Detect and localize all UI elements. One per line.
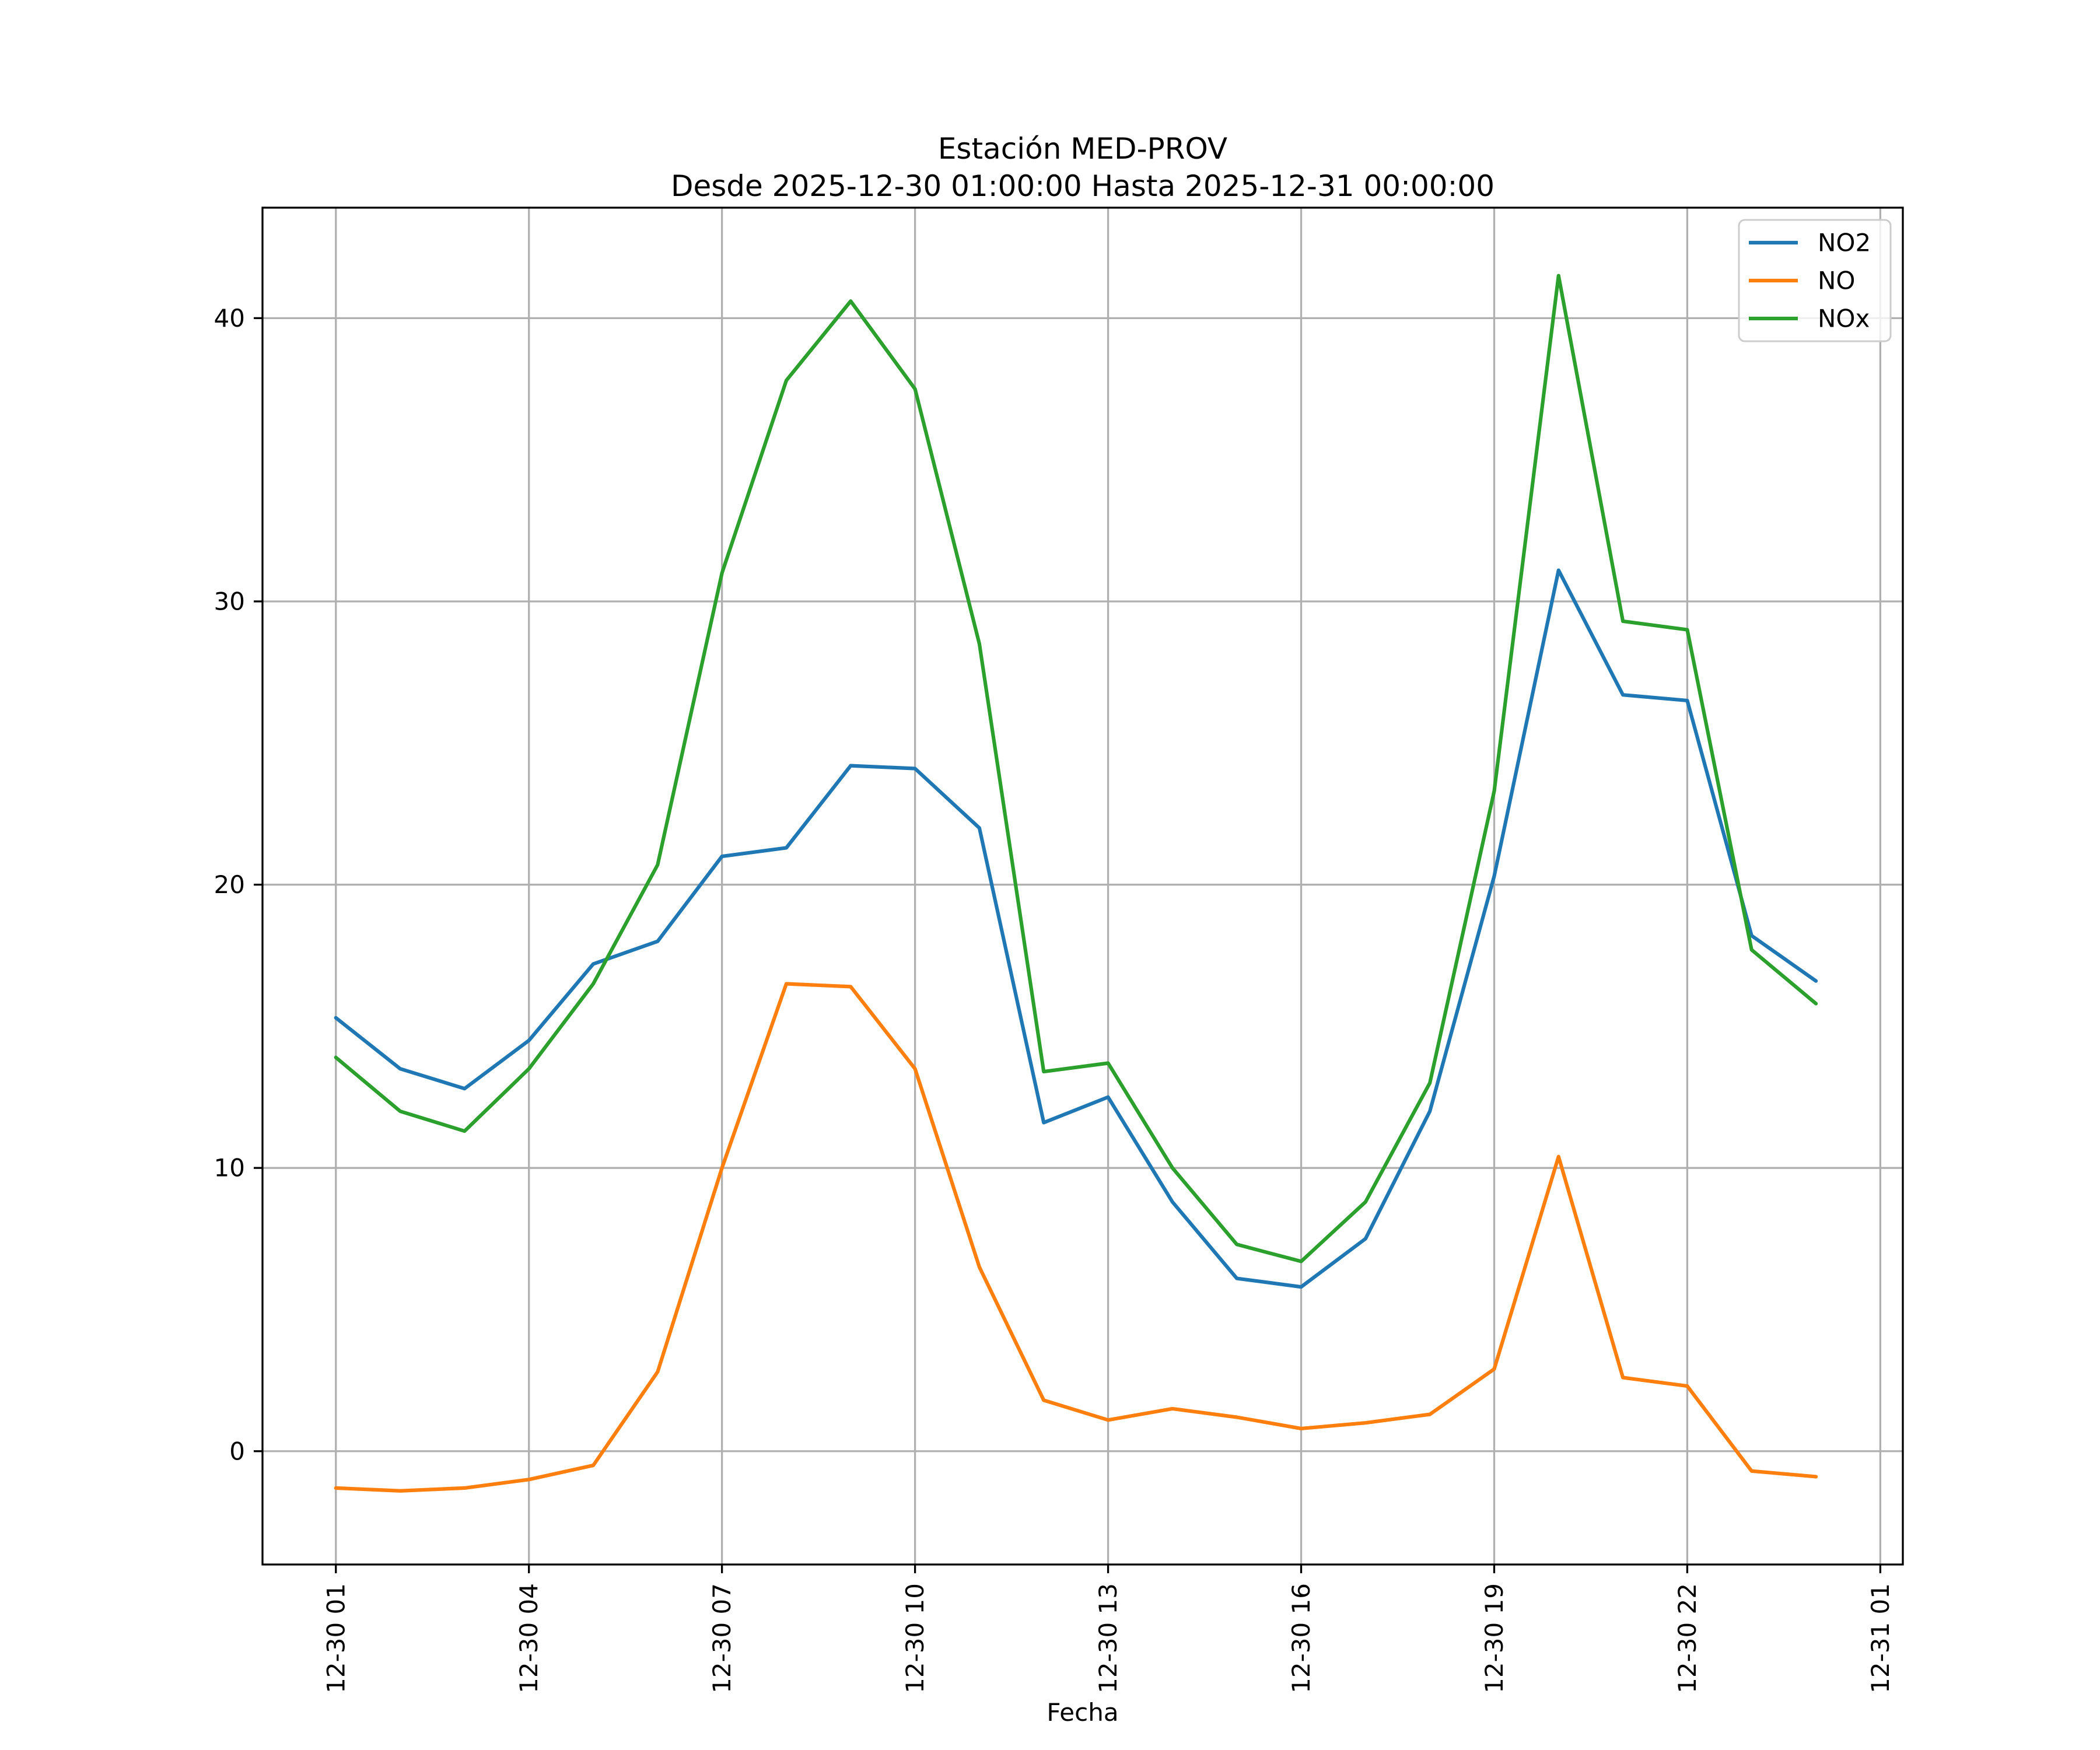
tick-layer: 12-30 01 12-30 04 12-30 07 12-30 10 12-30 13… [214,304,1895,1693]
x-tick-label: 12-30 13 [1094,1583,1122,1693]
legend-label-NOx: NOx [1818,304,1870,333]
x-tick-label: 12-30 22 [1673,1583,1702,1693]
grid-layer [262,208,1903,1564]
x-tick-label: 12-31 01 [1866,1583,1895,1693]
y-tick-label: 20 [214,870,245,899]
series-line-NOx [334,274,1818,1264]
y-tick-label: 30 [214,587,245,615]
series-line-NO2 [334,568,1818,1289]
x-axis-label: Fecha [1046,1698,1118,1727]
x-tick-label: 12-30 10 [901,1583,929,1693]
x-tick-label: 12-30 01 [321,1583,350,1693]
series-line-NO [334,982,1818,1493]
legend-frame [1738,219,1892,342]
x-tick-label: 12-30 19 [1480,1583,1508,1693]
y-tick-label: 0 [229,1437,245,1465]
y-tick-label: 10 [214,1154,245,1182]
series-layer [334,274,1818,1493]
axes-frame [261,206,1904,1566]
x-tick-label: 12-30 07 [708,1583,736,1693]
chart-subtitle: Desde 2025-12-30 01:00:00 Hasta 2025-12-… [671,169,1494,203]
legend-label-NO2: NO2 [1818,229,1871,257]
legend: NO2 NO NOx [1738,219,1892,342]
y-tick-label: 40 [214,304,245,332]
legend-label-NO: NO [1818,267,1855,295]
x-tick-label: 12-30 04 [514,1583,543,1693]
x-tick-label: 12-30 16 [1287,1583,1315,1693]
chart-title: Estación MED-PROV [938,132,1227,166]
